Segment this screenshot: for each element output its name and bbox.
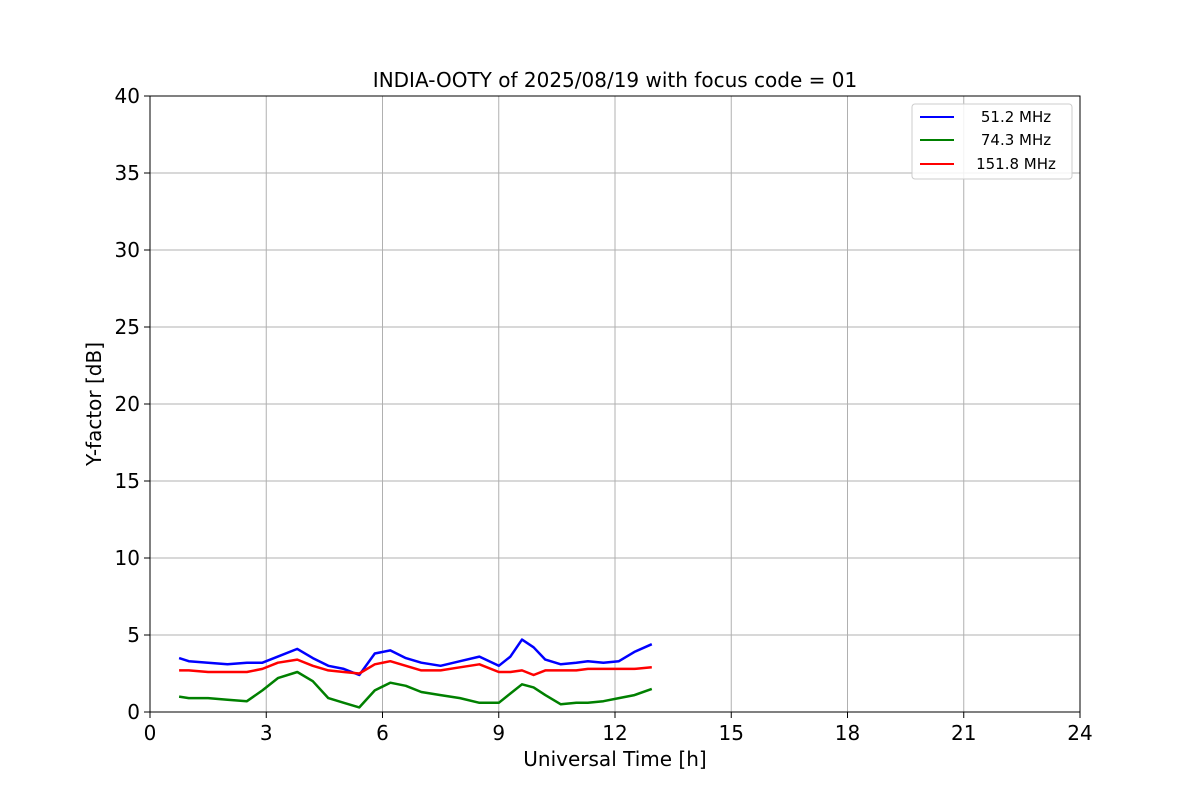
- x-axis-label: Universal Time [h]: [523, 747, 706, 771]
- series-151-8-mhz: [179, 658, 652, 677]
- y-tick-label: 15: [115, 469, 140, 493]
- y-tick-label: 30: [115, 238, 140, 262]
- x-tick-label: 3: [260, 721, 273, 745]
- y-tick-label: 0: [127, 700, 140, 724]
- x-tick-label: 18: [835, 721, 860, 745]
- y-tick-label: 25: [115, 315, 140, 339]
- y-axis-label: Y-factor [dB]: [82, 342, 106, 467]
- y-axis-ticks: 0 5 10 15 20 25 30 35 40: [115, 84, 150, 724]
- x-tick-label: 15: [719, 721, 744, 745]
- legend: 51.2 MHz 74.3 MHz 151.8 MHz: [911, 103, 1073, 180]
- series-74-3-mhz: [178, 670, 653, 709]
- x-tick-label: 0: [144, 721, 157, 745]
- x-tick-label: 9: [492, 721, 505, 745]
- series-51-2-mhz: [178, 638, 653, 677]
- legend-label-51-2: 51.2 MHz: [981, 108, 1051, 126]
- y-tick-label: 35: [115, 161, 140, 185]
- x-tick-label: 6: [376, 721, 389, 745]
- series-group: [178, 638, 653, 709]
- chart-title: INDIA-OOTY of 2025/08/19 with focus code…: [373, 68, 857, 92]
- legend-label-74-3: 74.3 MHz: [981, 131, 1051, 149]
- y-tick-label: 40: [115, 84, 140, 108]
- y-tick-label: 5: [127, 623, 140, 647]
- x-tick-label: 24: [1067, 721, 1092, 745]
- x-axis-ticks: 0 3 6 9 12 15 18 21 24: [144, 712, 1093, 745]
- y-tick-label: 10: [115, 546, 140, 570]
- x-tick-label: 12: [602, 721, 627, 745]
- legend-label-151-8: 151.8 MHz: [976, 155, 1056, 173]
- y-tick-label: 20: [115, 392, 140, 416]
- x-tick-label: 21: [951, 721, 976, 745]
- legend-box: [911, 103, 1073, 180]
